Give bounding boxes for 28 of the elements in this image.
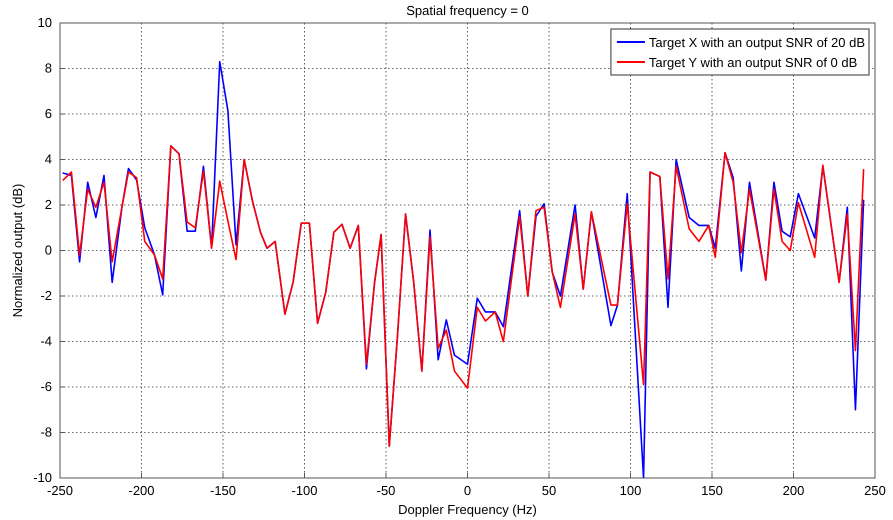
y-tick-label: 0: [44, 242, 52, 258]
chart-title: Spatial frequency = 0: [406, 3, 529, 18]
y-tick-label: 8: [44, 60, 52, 76]
x-tick-label: -100: [291, 483, 318, 498]
x-axis-title: Doppler Frequency (Hz): [398, 502, 537, 517]
x-tick-label: 0: [464, 483, 472, 498]
y-tick-label: -10: [33, 470, 52, 486]
y-tick-label: -2: [40, 288, 52, 304]
legend-label: Target X with an output SNR of 20 dB: [648, 35, 865, 50]
y-tick-label: -4: [40, 334, 52, 349]
line-series: [62, 145, 864, 447]
x-tick-label: 100: [620, 483, 642, 498]
y-tick-label: -6: [40, 379, 52, 394]
y-axis-title: Normalized output (dB): [10, 184, 25, 318]
x-tick-label: 200: [782, 483, 804, 498]
y-tick-label: 2: [44, 197, 52, 212]
y-tick-label: 10: [38, 15, 52, 30]
x-tick-label: -250: [46, 483, 74, 498]
x-tick-label: 50: [542, 483, 556, 498]
y-tick-label: 4: [44, 152, 52, 167]
x-tick-label: 250: [864, 483, 886, 498]
x-tick-label: 150: [701, 483, 723, 498]
x-tick-label: -150: [210, 483, 236, 498]
legend-label: Target Y with an output SNR of 0 dB: [648, 55, 858, 70]
y-tick-label: 6: [44, 106, 52, 122]
x-tick-label: -200: [128, 483, 155, 498]
x-tick-label: -50: [376, 483, 396, 498]
y-tick-label: -8: [40, 424, 52, 440]
